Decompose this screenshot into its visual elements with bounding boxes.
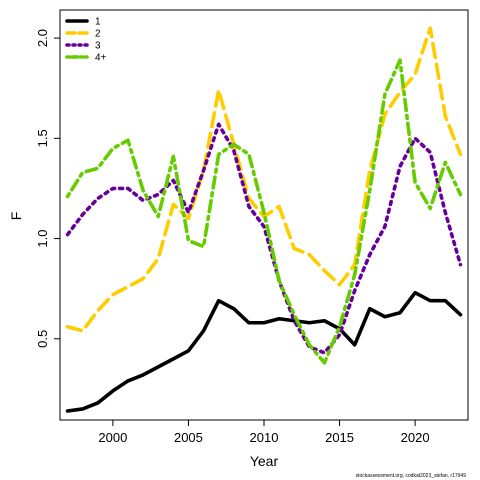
y-tick-label: 0.5 [35, 330, 50, 348]
y-tick-label: 2.0 [35, 29, 50, 47]
y-axis: 0.5 1.0 1.5 2.0 [35, 29, 60, 348]
legend-label-4: 4+ [95, 53, 107, 64]
y-tick-label: 1.5 [35, 129, 50, 147]
series-line-4 [65, 58, 463, 365]
y-axis-title: F [8, 212, 24, 221]
x-axis-title: Year [250, 453, 279, 469]
x-tick-label: 2010 [250, 430, 279, 445]
series-layer [65, 26, 463, 413]
x-tick-label: 2000 [98, 430, 127, 445]
x-tick-label: 2005 [174, 430, 203, 445]
series-line-3 [65, 122, 463, 355]
legend-label-2: 2 [95, 29, 101, 40]
legend-label-3: 3 [95, 41, 101, 52]
x-tick-label: 2020 [401, 430, 430, 445]
legend-label-1: 1 [95, 17, 101, 28]
credit-text: stockassessment.org, codkat2023_stefan, … [356, 473, 467, 479]
x-axis: 2000 2005 2010 2015 2020 [98, 420, 430, 445]
series-line-1 [65, 290, 463, 413]
x-tick-label: 2015 [325, 430, 354, 445]
y-tick-label: 1.0 [35, 230, 50, 248]
series-line-2 [65, 26, 463, 333]
